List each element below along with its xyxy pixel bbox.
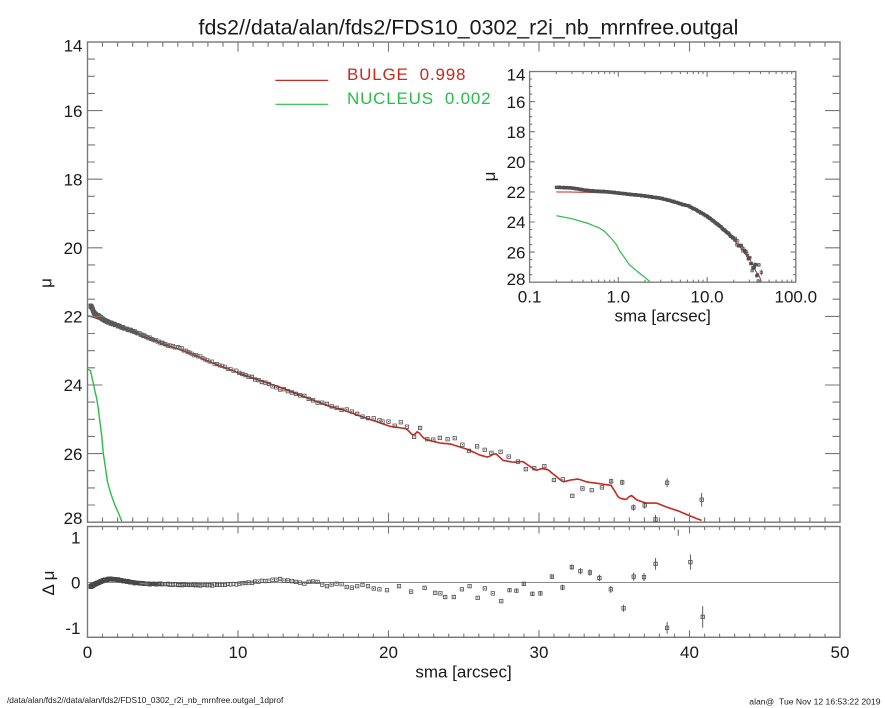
svg-text:sma [arcsec]: sma [arcsec]	[415, 663, 511, 682]
svg-text:20: 20	[64, 239, 83, 258]
svg-text:22: 22	[64, 308, 83, 327]
svg-text:1.0: 1.0	[607, 288, 631, 307]
svg-text:μ: μ	[480, 172, 499, 182]
svg-text:30: 30	[530, 643, 549, 662]
svg-text:28: 28	[64, 509, 83, 528]
svg-text:1: 1	[71, 528, 80, 547]
svg-text:sma [arcsec]: sma [arcsec]	[615, 307, 711, 326]
svg-text:24: 24	[507, 213, 526, 232]
svg-text:14: 14	[507, 65, 526, 84]
svg-text:0: 0	[83, 643, 92, 662]
svg-text:28: 28	[507, 270, 526, 289]
svg-text:NUCLEUS 0.002: NUCLEUS 0.002	[347, 89, 491, 108]
svg-text:10.0: 10.0	[691, 288, 724, 307]
svg-text:24: 24	[64, 376, 83, 395]
svg-text:18: 18	[64, 170, 83, 189]
svg-text:fds2//data/alan/fds2/FDS10_030: fds2//data/alan/fds2/FDS10_0302_r2i_nb_m…	[199, 15, 739, 39]
svg-text:18: 18	[507, 123, 526, 142]
svg-text:/data/alan/fds2//data/alan/fds: /data/alan/fds2//data/alan/fds2/FDS10_03…	[7, 695, 284, 705]
svg-text:-1: -1	[65, 619, 80, 638]
svg-text:100.0: 100.0	[775, 288, 818, 307]
svg-text:22: 22	[507, 183, 526, 202]
svg-text:10: 10	[229, 643, 248, 662]
svg-text:14: 14	[64, 37, 83, 56]
svg-text:16: 16	[507, 93, 526, 112]
svg-text:Δ μ: Δ μ	[39, 571, 58, 596]
svg-text:26: 26	[507, 243, 526, 262]
svg-text:26: 26	[64, 445, 83, 464]
svg-text:μ: μ	[36, 278, 55, 288]
svg-text:50: 50	[831, 643, 850, 662]
svg-text:16: 16	[64, 102, 83, 121]
svg-text:40: 40	[680, 643, 699, 662]
svg-text:0: 0	[71, 574, 80, 593]
svg-text:20: 20	[379, 643, 398, 662]
svg-text:20: 20	[507, 153, 526, 172]
svg-text:BULGE 0.998: BULGE 0.998	[347, 65, 466, 84]
svg-text:alan@ Tue Nov 12 16:53:22 201: alan@ Tue Nov 12 16:53:22 2019	[749, 697, 880, 707]
svg-text:0.1: 0.1	[518, 288, 542, 307]
